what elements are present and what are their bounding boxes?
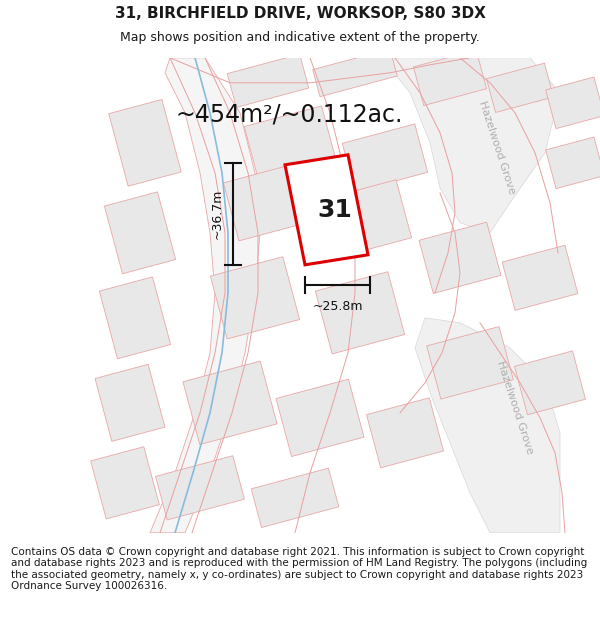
Polygon shape xyxy=(183,361,277,444)
Polygon shape xyxy=(515,351,586,415)
Polygon shape xyxy=(109,99,181,186)
Polygon shape xyxy=(545,77,600,129)
Text: Map shows position and indicative extent of the property.: Map shows position and indicative extent… xyxy=(120,31,480,44)
Polygon shape xyxy=(427,326,514,399)
Polygon shape xyxy=(155,456,244,520)
Polygon shape xyxy=(502,245,578,311)
Text: Hazelwood Grove: Hazelwood Grove xyxy=(477,100,517,196)
Polygon shape xyxy=(343,124,428,192)
Polygon shape xyxy=(150,58,260,532)
Polygon shape xyxy=(419,222,501,293)
Polygon shape xyxy=(244,106,336,180)
Polygon shape xyxy=(91,447,160,519)
Polygon shape xyxy=(285,155,368,265)
Text: Hazelwood Grove: Hazelwood Grove xyxy=(495,360,535,456)
Polygon shape xyxy=(223,165,307,241)
Polygon shape xyxy=(276,379,364,456)
Polygon shape xyxy=(104,192,176,274)
Polygon shape xyxy=(227,54,309,107)
Polygon shape xyxy=(328,180,412,256)
Text: ~454m²/~0.112ac.: ~454m²/~0.112ac. xyxy=(175,102,403,127)
Polygon shape xyxy=(100,277,170,359)
Polygon shape xyxy=(211,257,299,339)
Polygon shape xyxy=(413,50,487,106)
Polygon shape xyxy=(367,398,443,468)
Text: 31: 31 xyxy=(317,198,352,222)
Polygon shape xyxy=(390,58,560,233)
Polygon shape xyxy=(251,468,339,528)
Text: 31, BIRCHFIELD DRIVE, WORKSOP, S80 3DX: 31, BIRCHFIELD DRIVE, WORKSOP, S80 3DX xyxy=(115,6,485,21)
Text: ~36.7m: ~36.7m xyxy=(211,189,223,239)
Polygon shape xyxy=(313,49,397,97)
Polygon shape xyxy=(95,364,165,441)
Polygon shape xyxy=(316,272,404,354)
Polygon shape xyxy=(415,318,560,532)
Polygon shape xyxy=(487,63,554,112)
Polygon shape xyxy=(545,137,600,189)
Text: ~25.8m: ~25.8m xyxy=(312,300,363,313)
Text: Contains OS data © Crown copyright and database right 2021. This information is : Contains OS data © Crown copyright and d… xyxy=(11,547,587,591)
